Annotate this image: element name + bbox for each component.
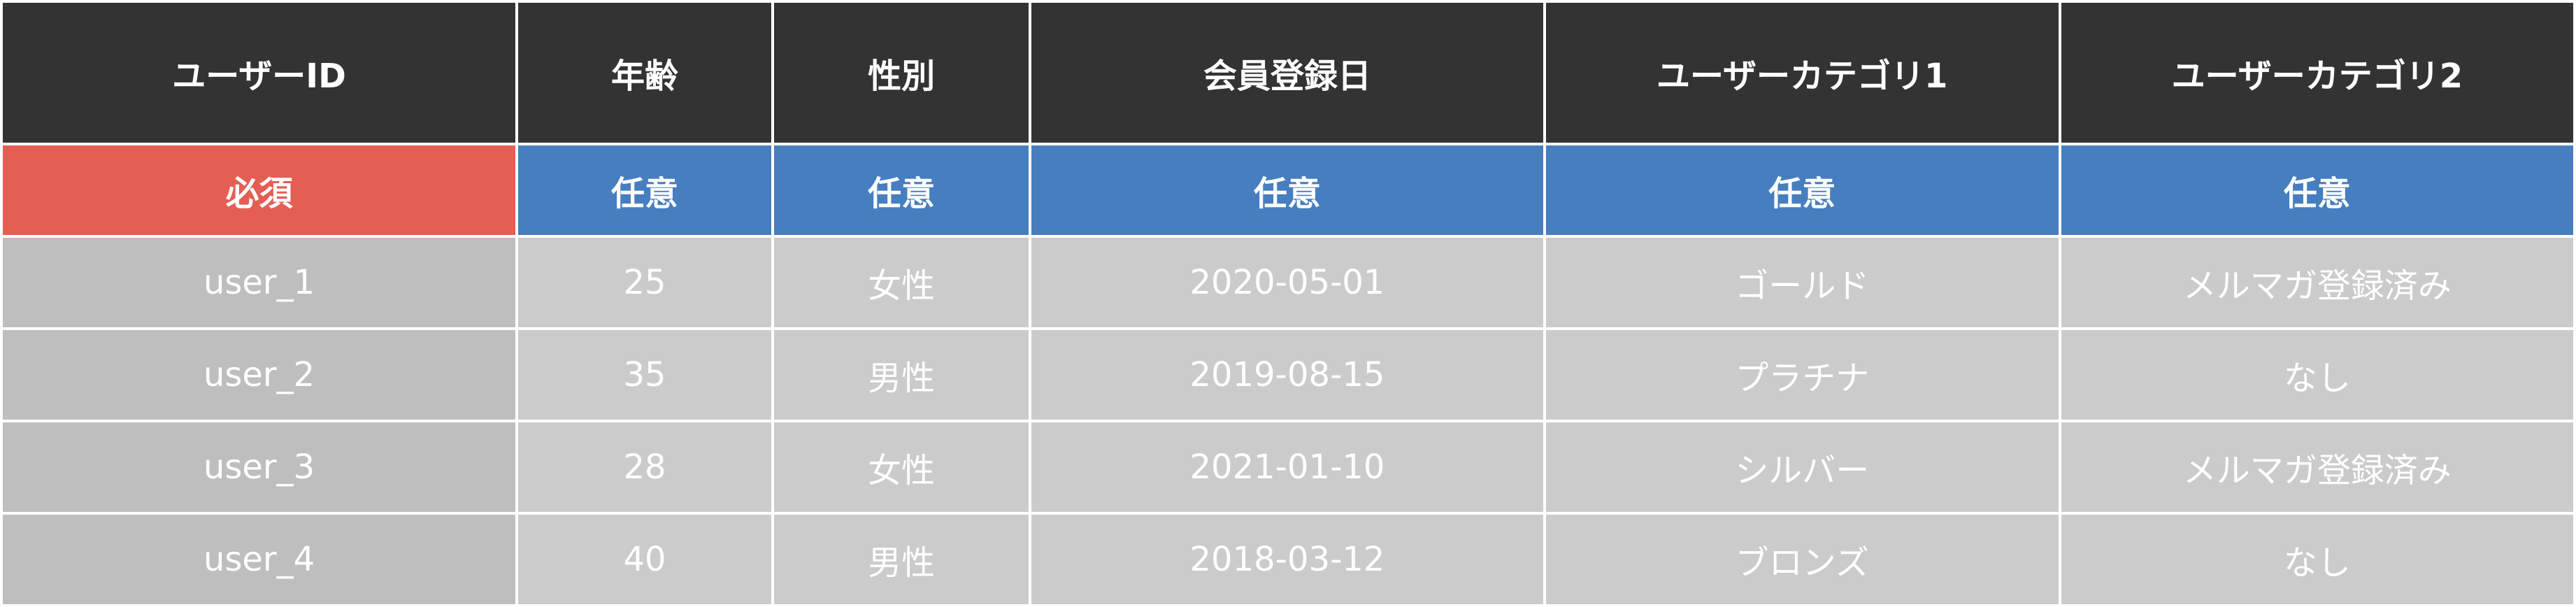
table-cell-user-category-1: シルバー	[1545, 422, 2059, 512]
column-header-user-category-2: ユーザーカテゴリ2	[2061, 3, 2573, 143]
table-cell-user-id: user_1	[3, 238, 516, 327]
table-cell-registration-date: 2021-01-10	[1031, 422, 1543, 512]
table-cell-registration-date: 2018-03-12	[1031, 515, 1543, 604]
table-cell-gender: 女性	[773, 238, 1029, 327]
table-cell-age: 35	[518, 330, 771, 420]
table-cell-user-category-1: ブロンズ	[1545, 515, 2059, 604]
table-cell-user-category-1: ゴールド	[1545, 238, 2059, 327]
table-cell-user-category-2: なし	[2061, 515, 2573, 604]
column-header-user-category-1: ユーザーカテゴリ1	[1545, 3, 2059, 143]
requirement-badge-user-category-2: 任意	[2061, 145, 2573, 235]
table-cell-age: 40	[518, 515, 771, 604]
table-cell-gender: 男性	[773, 515, 1029, 604]
table-cell-registration-date: 2020-05-01	[1031, 238, 1543, 327]
requirement-badge-user-id: 必須	[3, 145, 516, 235]
table-cell-gender: 男性	[773, 330, 1029, 420]
column-header-gender: 性別	[773, 3, 1029, 143]
requirement-badge-registration-date: 任意	[1031, 145, 1543, 235]
table-cell-user-category-2: なし	[2061, 330, 2573, 420]
table-cell-gender: 女性	[773, 422, 1029, 512]
table-cell-user-category-2: メルマガ登録済み	[2061, 238, 2573, 327]
column-header-age: 年齢	[518, 3, 771, 143]
table-cell-user-category-1: プラチナ	[1545, 330, 2059, 420]
table-cell-age: 28	[518, 422, 771, 512]
requirement-badge-gender: 任意	[773, 145, 1029, 235]
table-cell-user-id: user_2	[3, 330, 516, 420]
column-header-user-id: ユーザーID	[3, 3, 516, 143]
table-cell-user-id: user_4	[3, 515, 516, 604]
table-cell-user-category-2: メルマガ登録済み	[2061, 422, 2573, 512]
requirement-badge-user-category-1: 任意	[1545, 145, 2059, 235]
table-cell-registration-date: 2019-08-15	[1031, 330, 1543, 420]
column-header-registration-date: 会員登録日	[1031, 3, 1543, 143]
requirement-badge-age: 任意	[518, 145, 771, 235]
table-cell-age: 25	[518, 238, 771, 327]
table-cell-user-id: user_3	[3, 422, 516, 512]
